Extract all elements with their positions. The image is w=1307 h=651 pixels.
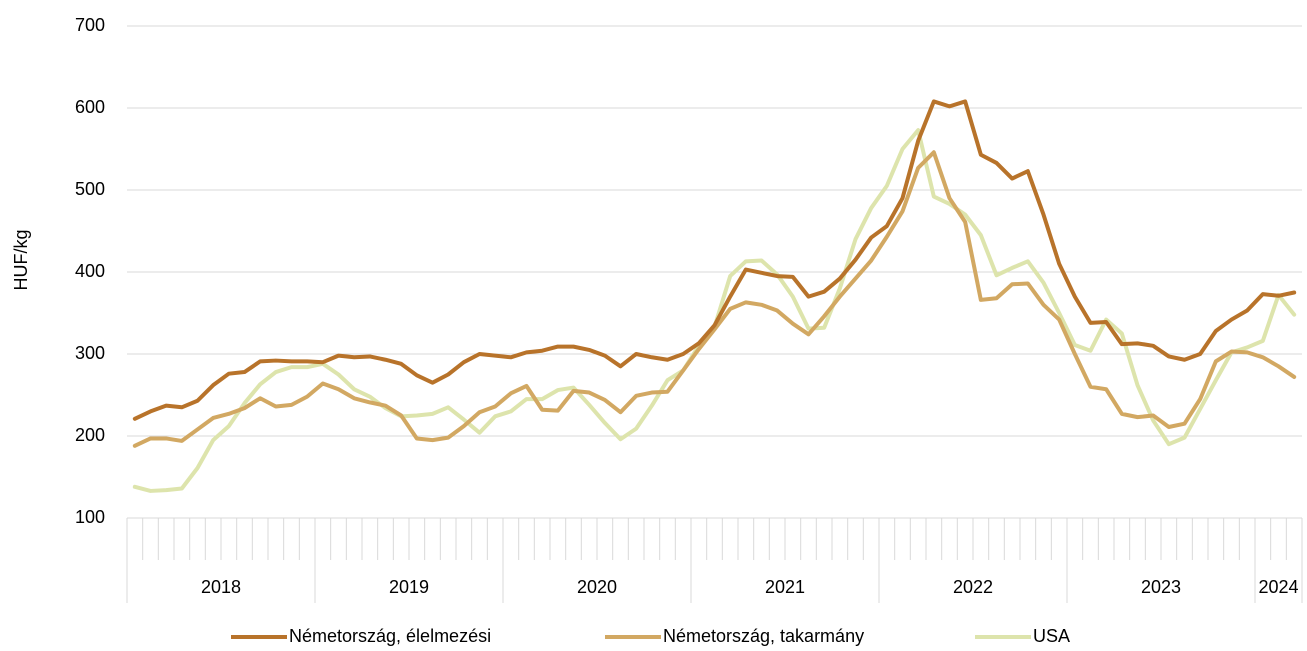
legend-label: USA <box>1033 626 1070 646</box>
x-group-label: 2022 <box>953 577 993 597</box>
x-group-label: 2020 <box>577 577 617 597</box>
y-tick-label: 300 <box>75 343 105 363</box>
x-group-label: 2023 <box>1141 577 1181 597</box>
data-line <box>132 150 1297 448</box>
legend-label: Németország, takarmány <box>663 626 864 646</box>
y-tick-label: 100 <box>75 507 105 527</box>
y-tick-label: 400 <box>75 261 105 281</box>
y-tick-label: 600 <box>75 97 105 117</box>
x-group-label: 2018 <box>201 577 241 597</box>
y-axis-label: HUF/kg <box>11 229 31 290</box>
x-group-label: 2021 <box>765 577 805 597</box>
y-tick-label: 200 <box>75 425 105 445</box>
x-group-label: 2019 <box>389 577 429 597</box>
x-group-label: 2024 <box>1258 577 1298 597</box>
data-line <box>132 99 1297 421</box>
data-line <box>132 128 1297 493</box>
legend-label: Németország, élelmezési <box>289 626 491 646</box>
y-tick-label: 700 <box>75 15 105 35</box>
y-tick-label: 500 <box>75 179 105 199</box>
